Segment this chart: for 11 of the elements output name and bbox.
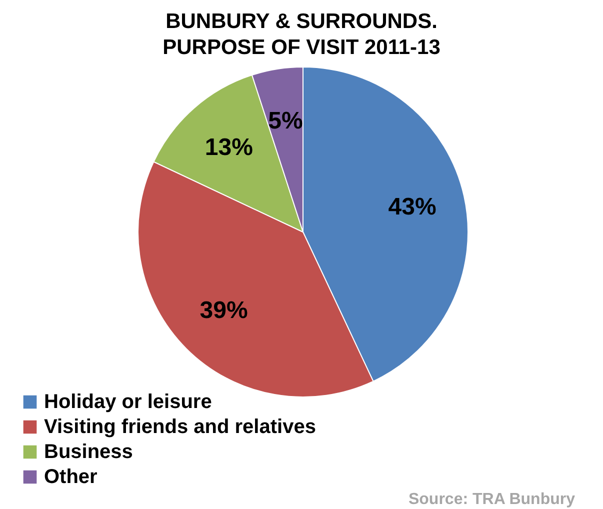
legend-label: Business [44,441,133,463]
data-label: 5% [268,107,303,134]
text: BUNBURY & SURROUNDS. [166,10,438,33]
source-note: Source: TRA Bunbury [408,491,576,508]
data-label: 13% [204,134,253,161]
legend-label: Visiting friends and relatives [44,416,316,438]
data-label: 39% [200,297,248,324]
text: PURPOSE OF VISIT 2011-13 [162,36,440,59]
legend-label: Holiday or leisure [44,391,212,413]
legend-label: Other [44,466,98,488]
data-label: 43% [388,194,436,221]
